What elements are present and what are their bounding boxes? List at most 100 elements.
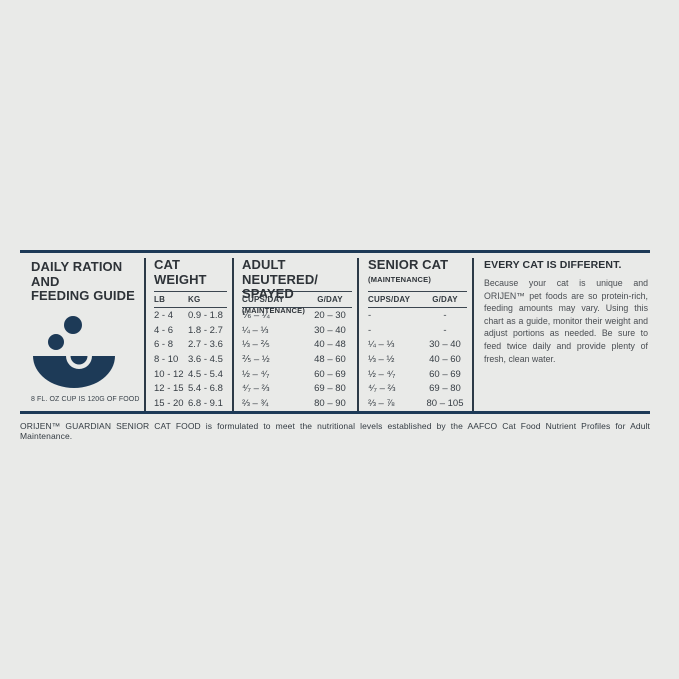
lb-cell: 10 - 12 xyxy=(154,368,184,380)
kg-cell: 3.6 - 4.5 xyxy=(188,353,223,365)
lb-cell: 4 - 6 xyxy=(154,324,174,336)
adult-neutered-section: ADULT NEUTERED/ SPAYED (MAINTENANCE) CUP… xyxy=(232,257,357,411)
grams-cell: 60 – 69 xyxy=(429,368,461,380)
table-row: ½ – ⁴⁄₇ 60 – 69 xyxy=(242,369,357,380)
cups-cell: ¼ – ⅓ xyxy=(242,324,269,336)
header-rule xyxy=(368,291,467,292)
cat-weight-subheader: LB KG xyxy=(154,292,232,307)
top-rule xyxy=(20,250,650,253)
lb-cell: 6 - 8 xyxy=(154,339,174,351)
table-row: ¼ – ⅓ 30 – 40 xyxy=(242,325,357,336)
cups-cell: ⁴⁄₇ – ⅔ xyxy=(242,383,270,395)
table-row: 6 - 8 2.7 - 3.6 xyxy=(154,339,232,350)
table-row: 10 - 12 4.5 - 5.4 xyxy=(154,369,232,380)
table-row: ⅓ – ⅖ 40 – 48 xyxy=(242,339,357,350)
cat-weight-header-line1: CAT xyxy=(154,257,181,272)
adult-header-line1: ADULT NEUTERED/ xyxy=(242,257,319,287)
cups-cell: ¼ – ⅓ xyxy=(368,339,395,351)
table-row: ⅔ – ⅞ 80 – 105 xyxy=(368,398,472,409)
cat-weight-section: CAT WEIGHT LB KG 2 - 4 0.9 - 1.8 4 - 6 1.8… xyxy=(144,257,232,411)
col-label-cups-day: CUPS/DAY xyxy=(242,295,285,304)
daily-ration-section: DAILY RATION AND FEEDING GUIDE 8 FL. OZ … xyxy=(20,258,144,411)
cups-cell: ⅙ – ¼ xyxy=(242,309,270,321)
kg-cell: 5.4 - 6.8 xyxy=(188,383,223,395)
grams-cell: 69 – 80 xyxy=(314,383,346,395)
adult-rows: ⅙ – ¼ 20 – 30 ¼ – ⅓ 30 – 40 ⅓ – ⅖ 40 – 48 ⅖… xyxy=(242,308,357,411)
senior-subheader: CUPS/DAY G/DAY xyxy=(368,292,472,307)
feeding-guide-band: DAILY RATION AND FEEDING GUIDE 8 FL. OZ … xyxy=(20,250,650,441)
food-bowl-icon xyxy=(33,315,115,390)
cat-weight-header: CAT WEIGHT xyxy=(154,257,232,291)
senior-header: SENIOR CAT (MAINTENANCE) xyxy=(368,257,472,291)
senior-header-note: (MAINTENANCE) xyxy=(368,274,432,284)
table-row: ⅖ – ½ 48 – 60 xyxy=(242,354,357,365)
feeding-table: DAILY RATION AND FEEDING GUIDE 8 FL. OZ … xyxy=(20,257,650,411)
adult-header-line2: SPAYED (MAINTENANCE) xyxy=(242,286,306,315)
grams-cell: - xyxy=(443,324,447,336)
note-heading: EVERY CAT IS DIFFERENT. xyxy=(484,259,622,271)
col-label-lb: LB xyxy=(154,295,166,304)
col-label-g-day: G/DAY xyxy=(432,295,458,304)
cup-size-caption: 8 FL. OZ CUP IS 120G OF FOOD xyxy=(31,396,140,403)
table-row: ⅔ – ¾ 80 – 90 xyxy=(242,398,357,409)
table-row: 4 - 6 1.8 - 2.7 xyxy=(154,325,232,336)
cups-cell: ⁴⁄₇ – ⅔ xyxy=(368,383,396,395)
table-row: ½ – ⁴⁄₇ 60 – 69 xyxy=(368,369,472,380)
table-row: ⁴⁄₇ – ⅔ 69 – 80 xyxy=(368,383,472,394)
grams-cell: 40 – 48 xyxy=(314,339,346,351)
kg-cell: 1.8 - 2.7 xyxy=(188,324,223,336)
header-rule xyxy=(242,291,352,292)
grams-cell: 40 – 60 xyxy=(429,353,461,365)
guide-title-line1: DAILY RATION AND xyxy=(31,259,123,289)
subheader-rule xyxy=(368,307,467,308)
kg-cell: 4.5 - 5.4 xyxy=(188,368,223,380)
cups-cell: - xyxy=(368,324,372,336)
grams-cell: 80 – 105 xyxy=(426,398,464,410)
table-row: 12 - 15 5.4 - 6.8 xyxy=(154,383,232,394)
subheader-rule xyxy=(154,307,227,308)
grams-cell: 80 – 90 xyxy=(314,398,346,410)
lb-cell: 2 - 4 xyxy=(154,309,174,321)
table-row: ¼ – ⅓ 30 – 40 xyxy=(368,339,472,350)
note-body: Because your cat is unique and ORIJEN™ p… xyxy=(484,278,648,364)
cat-weight-rows: 2 - 4 0.9 - 1.8 4 - 6 1.8 - 2.7 6 - 8 2.7 -… xyxy=(154,308,232,411)
adult-header: ADULT NEUTERED/ SPAYED (MAINTENANCE) xyxy=(242,257,357,314)
col-label-cups-day: CUPS/DAY xyxy=(368,295,411,304)
aafco-statement: ORIJEN™ GUARDIAN SENIOR CAT FOOD is form… xyxy=(20,421,650,441)
cat-weight-header-line2: WEIGHT xyxy=(154,271,207,287)
grams-cell: 60 – 69 xyxy=(314,368,346,380)
table-row: ⅙ – ¼ 20 – 30 xyxy=(242,310,357,321)
grams-cell: 30 – 40 xyxy=(314,324,346,336)
table-row: -- xyxy=(368,310,472,321)
cups-cell: ½ – ⁴⁄₇ xyxy=(368,368,396,380)
cups-cell: ⅓ – ½ xyxy=(368,353,395,365)
subheader-rule xyxy=(242,307,352,308)
lb-cell: 15 - 20 xyxy=(154,398,184,410)
col-label-g-day: G/DAY xyxy=(317,295,343,304)
cups-cell: ⅖ – ½ xyxy=(242,353,270,365)
lb-cell: 8 - 10 xyxy=(154,353,179,365)
cups-cell: ⅔ – ¾ xyxy=(242,398,269,410)
guide-title-line2: FEEDING GUIDE xyxy=(31,288,135,303)
table-row: ⁴⁄₇ – ⅔ 69 – 80 xyxy=(242,383,357,394)
table-row: 2 - 4 0.9 - 1.8 xyxy=(154,310,232,321)
col-label-kg: KG xyxy=(188,295,201,304)
grams-cell: 20 – 30 xyxy=(314,309,346,321)
senior-rows: -- -- ¼ – ⅓ 30 – 40 ⅓ – ½ 40 – 60 ½ – ⁴⁄₇ 6… xyxy=(368,308,472,411)
bottom-rule xyxy=(20,411,650,414)
table-row: 15 - 20 6.8 - 9.1 xyxy=(154,398,232,409)
table-row: ⅓ – ½ 40 – 60 xyxy=(368,354,472,365)
kg-cell: 0.9 - 1.8 xyxy=(188,309,223,321)
cups-cell: ½ – ⁴⁄₇ xyxy=(242,368,270,380)
kg-cell: 6.8 - 9.1 xyxy=(188,398,223,410)
cups-cell: - xyxy=(368,309,372,321)
table-row: -- xyxy=(368,325,472,336)
header-rule xyxy=(154,291,227,292)
senior-header-line1: SENIOR CAT xyxy=(368,257,449,272)
adult-subheader: CUPS/DAY G/DAY xyxy=(242,292,357,307)
guide-title: DAILY RATION AND FEEDING GUIDE xyxy=(20,258,144,304)
grams-cell: 69 – 80 xyxy=(429,383,461,395)
senior-cat-section: SENIOR CAT (MAINTENANCE) CUPS/DAY G/DAY … xyxy=(357,257,472,411)
note-section: EVERY CAT IS DIFFERENT. Because your cat… xyxy=(472,258,650,411)
